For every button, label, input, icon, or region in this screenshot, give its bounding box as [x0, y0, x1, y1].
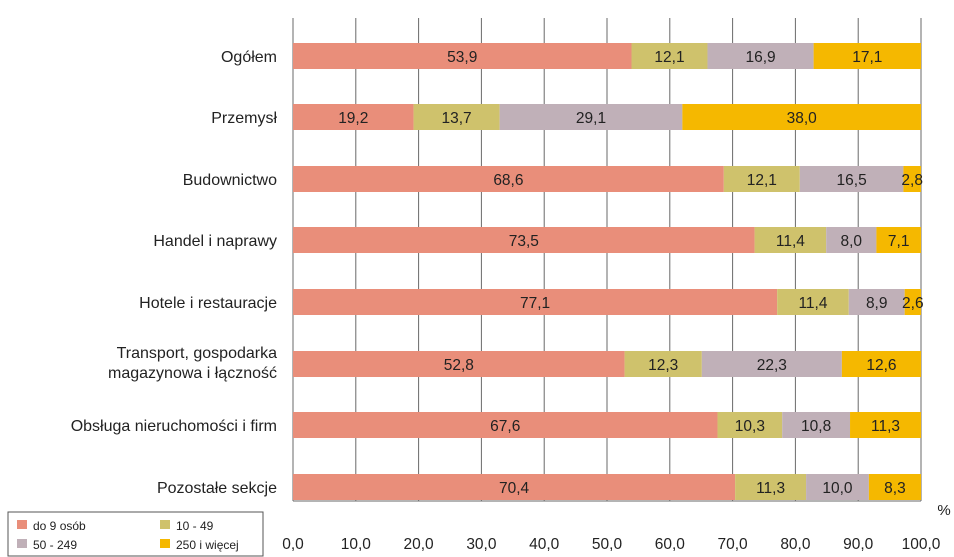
- x-tick-label: 0,0: [282, 536, 304, 553]
- bar-value-label: 2,8: [901, 172, 923, 189]
- bar-value-label: 22,3: [757, 357, 787, 374]
- bar-value-label: 10,3: [735, 418, 765, 435]
- legend-box: [7, 511, 264, 557]
- legend-swatch: [160, 539, 170, 548]
- x-tick-label: 50,0: [592, 536, 623, 553]
- bar-segment: [868, 474, 921, 500]
- bar-value-label: 68,6: [493, 172, 523, 189]
- bar-value-label: 2,6: [902, 295, 924, 312]
- legend-swatch: [17, 520, 27, 529]
- bar-value-label: 38,0: [787, 110, 818, 127]
- bar-segment: [777, 289, 849, 315]
- x-axis: 0,0 10,0 20,0 30,0 40,0 50,0 60,0 70,0 80,0 90,0 1…: [282, 500, 951, 553]
- bar-value-label: 70,4: [499, 480, 530, 497]
- bars: 53,9 12,1 16,9 17,1 19,2 13,7 29,1 38,0 68,6 12,1…: [293, 43, 924, 500]
- bar-segment: [293, 104, 414, 130]
- x-tick-label: 80,0: [780, 536, 811, 553]
- category-label: Obsługa nieruchomości i firm: [71, 418, 277, 435]
- bar-value-label: 12,6: [866, 357, 896, 374]
- bar-segment: [799, 166, 904, 192]
- x-tick-label: 30,0: [466, 536, 497, 553]
- bar-value-label: 16,5: [837, 172, 867, 189]
- bar-segment: [293, 289, 778, 315]
- bar-value-label: 7,1: [888, 233, 910, 250]
- bar-value-label: 11,3: [871, 418, 900, 435]
- legend-label: 50 - 249: [33, 538, 77, 552]
- bar-segment: [293, 43, 632, 69]
- bar-value-label: 8,9: [866, 295, 888, 312]
- bar-value-label: 12,3: [648, 357, 678, 374]
- x-tick-label: 90,0: [843, 536, 874, 553]
- bar-segment: [707, 43, 814, 69]
- bar-value-label: 11,4: [776, 233, 805, 250]
- legend-label: do 9 osób: [33, 519, 86, 533]
- bar-segment: [701, 351, 842, 377]
- bar-value-label: 8,3: [884, 480, 906, 497]
- bar-segment: [413, 104, 500, 130]
- bar-segment: [754, 227, 827, 253]
- bar-segment: [499, 104, 683, 130]
- bar-segment: [723, 166, 800, 192]
- legend-label: 10 - 49: [176, 519, 214, 533]
- x-tick-label: 20,0: [404, 536, 435, 553]
- bar-value-label: 10,0: [822, 480, 853, 497]
- bar-value-label: 8,0: [841, 233, 863, 250]
- bar-value-label: 53,9: [447, 49, 477, 66]
- bar-segment: [293, 474, 736, 500]
- category-labels: Ogółem Przemysł Budownictwo Handel i napraw…: [71, 49, 278, 497]
- x-unit-label: %: [937, 502, 950, 519]
- bar-value-label: 29,1: [576, 110, 606, 127]
- bar-segment: [293, 227, 755, 253]
- x-tick-label: 100,0: [902, 536, 941, 553]
- bar-value-label: 13,7: [442, 110, 472, 127]
- category-label: Handel i naprawy: [153, 233, 277, 250]
- bar-segment: [903, 166, 921, 192]
- bar-value-label: 10,8: [801, 418, 831, 435]
- bar-value-label: 73,5: [509, 233, 539, 250]
- bar-value-label: 11,3: [756, 480, 785, 497]
- category-label: Przemysł: [211, 110, 277, 127]
- bar-segment: [876, 227, 921, 253]
- bar-value-label: 67,6: [490, 418, 520, 435]
- legend-swatch: [17, 539, 27, 548]
- bar-segment: [717, 412, 783, 438]
- legend-label: 250 i więcej: [176, 538, 239, 552]
- bar-value-label: 16,9: [745, 49, 775, 66]
- category-label: Hotele i restauracje: [139, 295, 277, 312]
- x-tick-label: 40,0: [529, 536, 560, 553]
- bar-value-label: 52,8: [444, 357, 474, 374]
- bar-segment: [848, 289, 905, 315]
- bar-segment: [293, 412, 718, 438]
- bar-segment: [806, 474, 869, 500]
- category-label: Pozostałe sekcje: [157, 480, 277, 497]
- bar-value-label: 12,1: [654, 49, 684, 66]
- x-tick-label: 10,0: [341, 536, 372, 553]
- legend: do 9 osób 10 - 49 50 - 249 250 i więcej: [7, 511, 264, 557]
- bar-segment: [631, 43, 708, 69]
- bar-segment: [293, 351, 625, 377]
- bar-value-label: 77,1: [520, 295, 550, 312]
- category-label: Transport, gospodarka magazynowa i łączno…: [108, 345, 277, 382]
- bar-segment: [813, 43, 921, 69]
- bar-value-label: 19,2: [338, 110, 368, 127]
- x-tick-label: 60,0: [655, 536, 686, 553]
- bar-value-label: 11,4: [798, 295, 827, 312]
- bar-segment: [682, 104, 921, 130]
- bar-segment: [782, 412, 851, 438]
- legend-swatch: [160, 520, 170, 529]
- category-label: Budownictwo: [183, 172, 277, 189]
- bar-segment: [841, 351, 921, 377]
- bar-segment: [904, 289, 921, 315]
- bar-segment: [624, 351, 702, 377]
- category-label: Ogółem: [221, 49, 277, 66]
- x-tick-label: 70,0: [718, 536, 749, 553]
- bar-segment: [850, 412, 921, 438]
- bar-value-label: 12,1: [747, 172, 777, 189]
- bar-segment: [293, 166, 724, 192]
- bar-value-label: 17,1: [852, 49, 882, 66]
- bar-segment: [735, 474, 807, 500]
- bar-segment: [826, 227, 877, 253]
